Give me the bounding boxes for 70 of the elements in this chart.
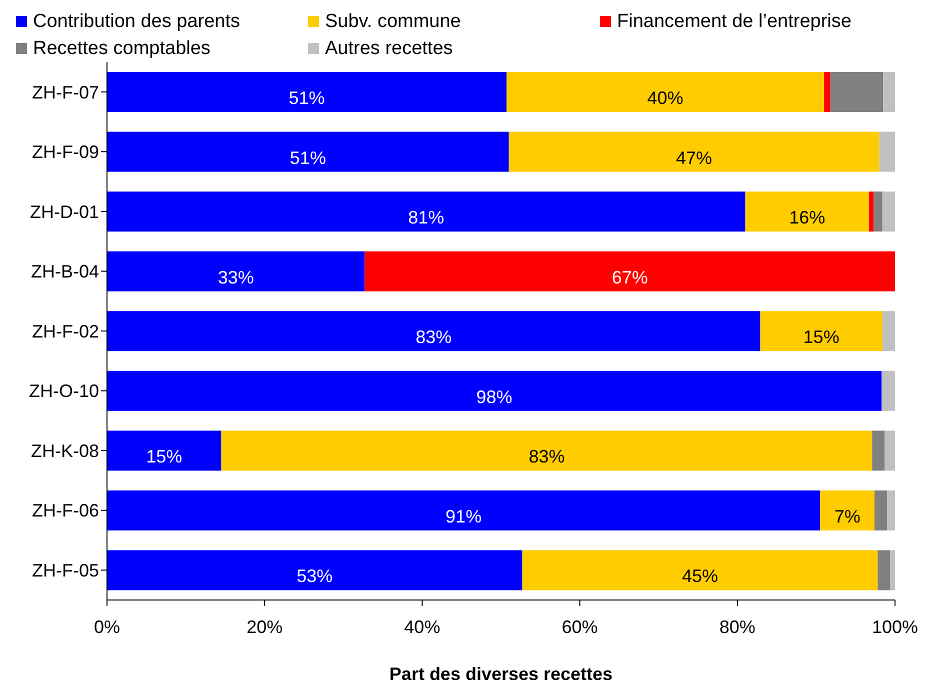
x-tick-label: 60%: [562, 616, 598, 637]
legend-label: Autres recettes: [325, 38, 453, 60]
data-label: 51%: [288, 88, 325, 108]
data-label: 53%: [296, 566, 333, 586]
bar: [882, 370, 895, 411]
bar: [868, 192, 874, 232]
y-tick-label: ZH-F-06: [32, 500, 99, 521]
x-tick-label: 0%: [94, 616, 120, 637]
legend-label: Subv. commune: [325, 10, 461, 32]
data-label: 47%: [676, 148, 712, 168]
bar: [882, 192, 895, 232]
x-tick-label: 80%: [719, 616, 756, 637]
y-tick-label: ZH-B-04: [30, 262, 99, 282]
bar: [887, 490, 895, 530]
y-tick-label: ZH-F-05: [32, 560, 99, 580]
bar: [107, 72, 507, 112]
bar: [107, 251, 365, 292]
bar: [107, 192, 746, 232]
bar: [879, 132, 895, 172]
data-label: 83%: [416, 327, 452, 348]
data-label: 16%: [789, 208, 826, 228]
y-tick-label: ZH-F-09: [32, 142, 99, 162]
bar: [883, 72, 895, 112]
bar: [874, 490, 888, 530]
data-label: 81%: [408, 208, 444, 228]
bar: [107, 132, 509, 172]
data-label: 15%: [803, 327, 840, 348]
y-tick-label: ZH-F-02: [32, 321, 99, 342]
bar: [872, 430, 885, 471]
bar: [760, 311, 882, 352]
x-axis-title: Part des diverses recettes: [389, 664, 613, 684]
y-tick-label: ZH-K-08: [30, 440, 99, 461]
bar: [221, 430, 872, 471]
bar: [830, 72, 884, 112]
bar: [820, 490, 875, 530]
bar: [107, 430, 222, 471]
x-tick-label: 100%: [872, 616, 918, 637]
bar: [107, 550, 522, 590]
y-tick-label: ZH-O-10: [28, 381, 99, 402]
bar: [506, 72, 824, 112]
bar: [107, 490, 820, 530]
data-label: 91%: [446, 506, 482, 526]
data-label: 98%: [476, 386, 512, 407]
bar: [882, 311, 895, 352]
x-tick-label: 40%: [404, 616, 440, 637]
data-label: 33%: [218, 267, 254, 288]
data-label: 51%: [290, 148, 326, 168]
data-label: 40%: [647, 88, 684, 108]
legend-label: Financement de l’entreprise: [617, 10, 852, 32]
data-label: 45%: [682, 566, 718, 586]
bar: [878, 550, 890, 590]
bar: [874, 192, 882, 232]
y-tick-label: ZH-D-01: [30, 202, 99, 222]
bar: [107, 370, 882, 411]
bar: [107, 311, 760, 352]
bar: [364, 251, 895, 292]
bar: [884, 430, 895, 471]
legend-label: Recettes comptables: [33, 38, 210, 60]
y-tick-label: ZH-F-07: [32, 82, 99, 102]
data-label: 67%: [612, 267, 648, 288]
data-label: 7%: [834, 506, 860, 526]
data-label: 83%: [528, 446, 565, 467]
bar: [745, 192, 869, 232]
bar: [890, 550, 895, 590]
x-tick-label: 20%: [246, 616, 283, 637]
legend-label: Contribution des parents: [33, 10, 240, 32]
bar: [522, 550, 878, 590]
bar: [824, 72, 830, 112]
bar: [508, 132, 880, 172]
data-label: 15%: [146, 446, 182, 467]
